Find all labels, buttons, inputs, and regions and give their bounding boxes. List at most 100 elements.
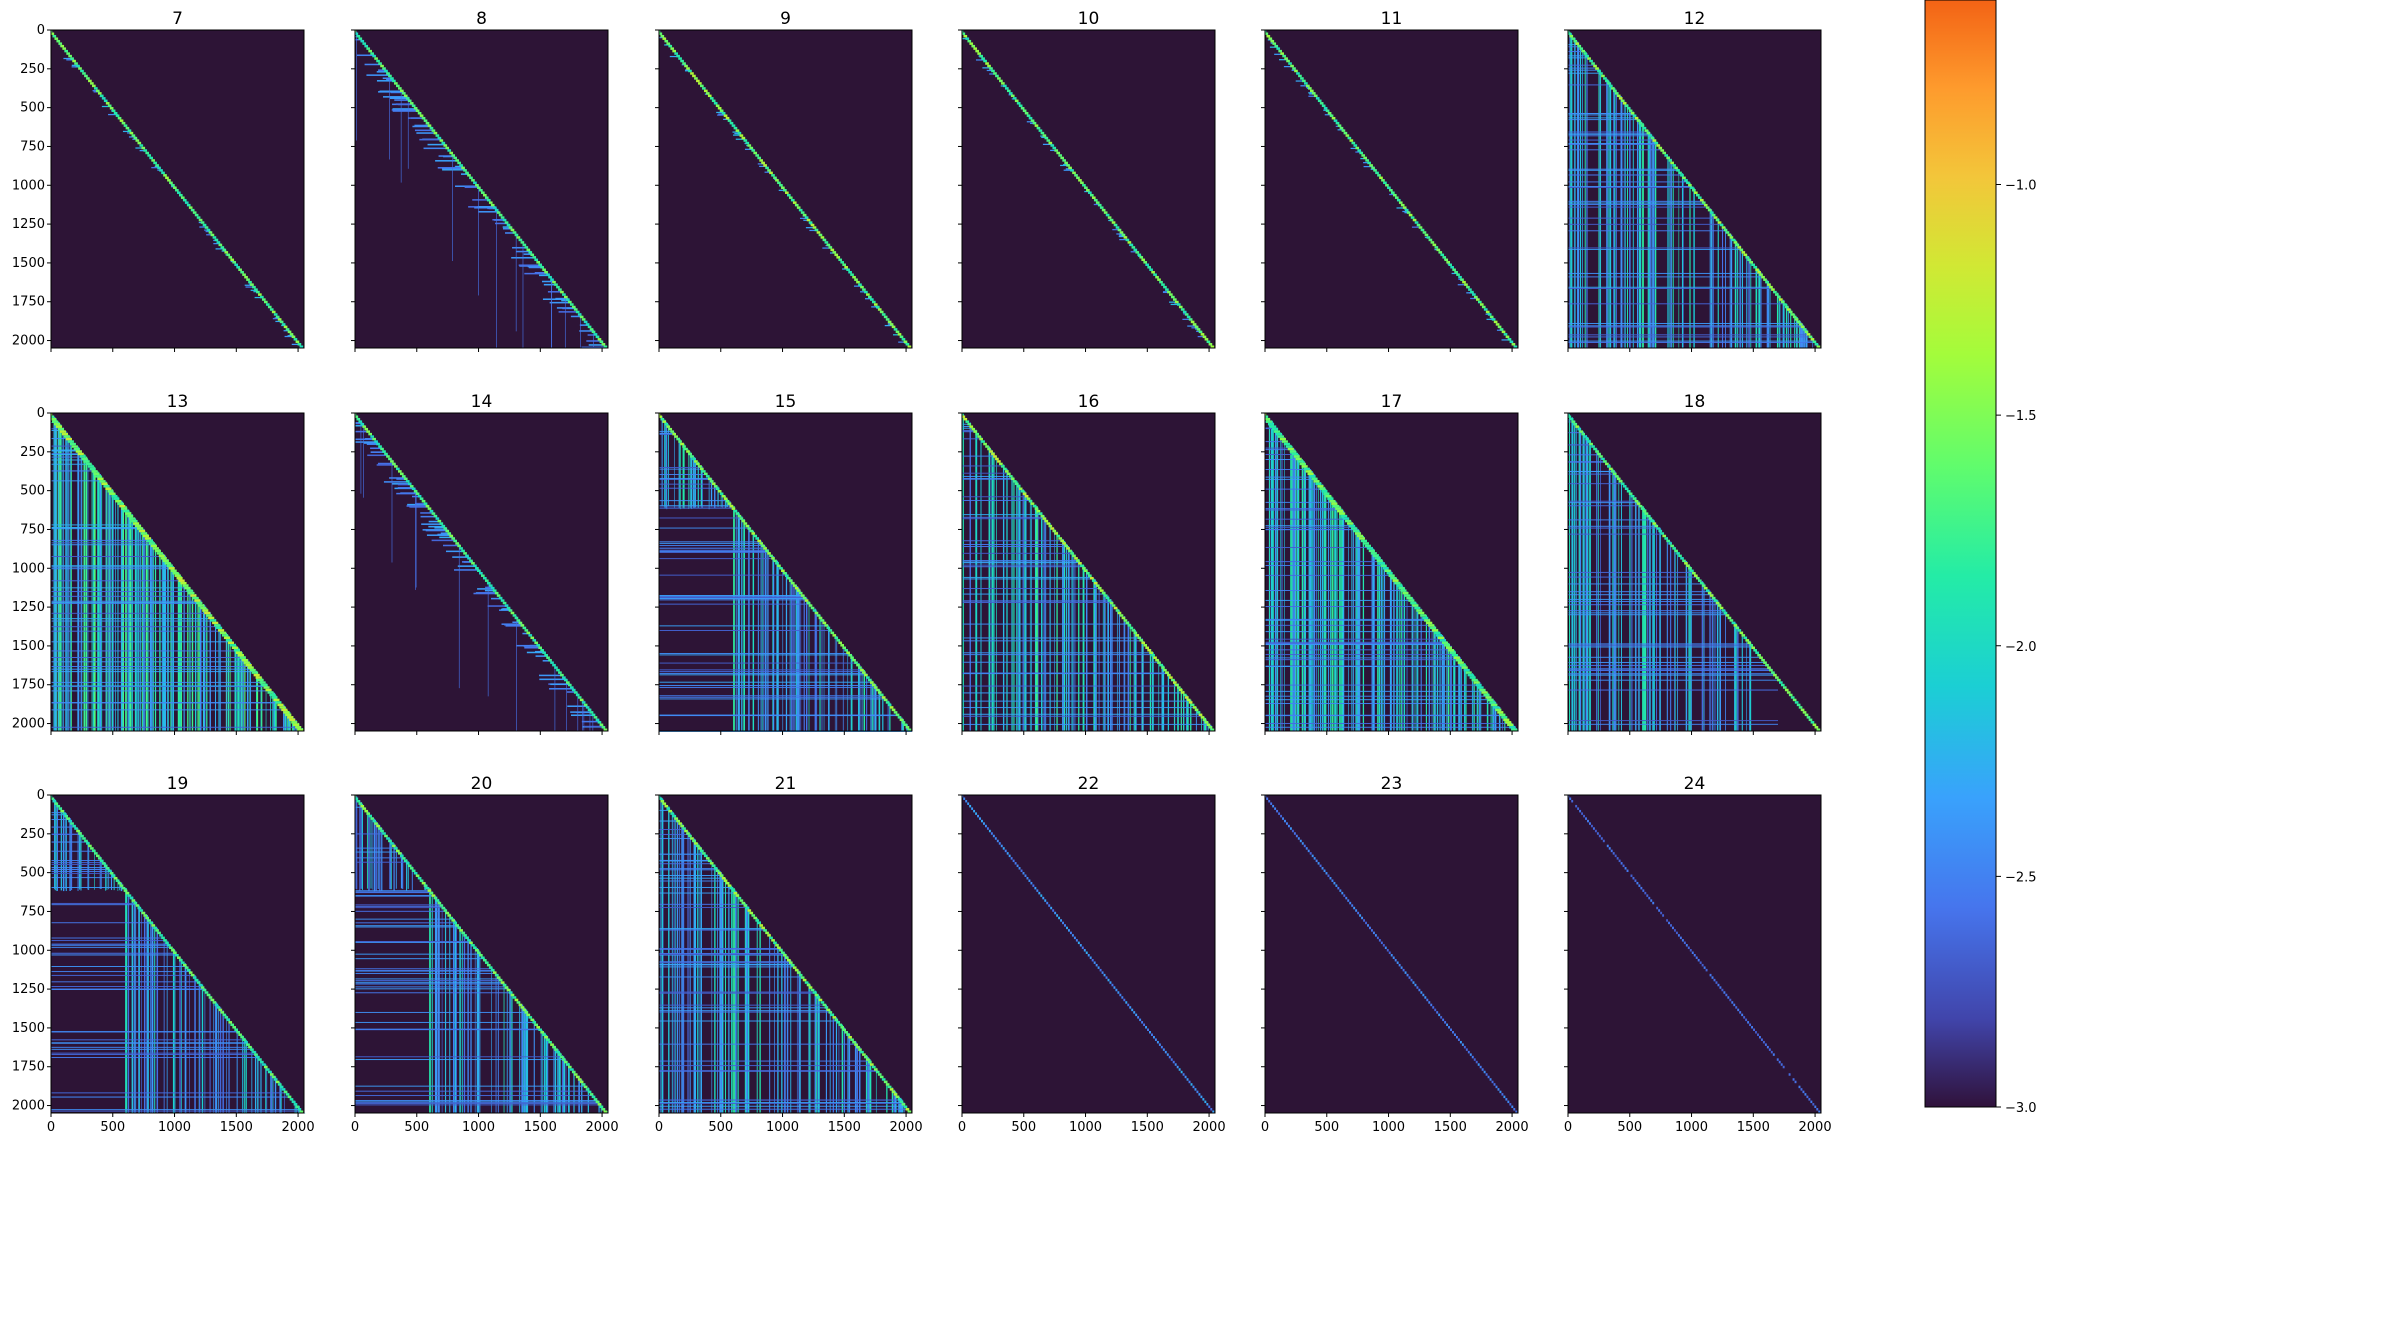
- heatmap-cell: [259, 681, 266, 684]
- heatmap-cell: [1650, 133, 1652, 348]
- heatmap-cell: [1182, 693, 1187, 697]
- heatmap-cell: [1123, 619, 1128, 622]
- heatmap-cell: [251, 1046, 253, 1113]
- heatmap-cell: [1265, 665, 1466, 667]
- heatmap-cell: [962, 438, 983, 440]
- heatmap-cell: [1030, 881, 1033, 885]
- heatmap-cell: [1769, 668, 1773, 672]
- heatmap-cell: [1734, 621, 1736, 731]
- heatmap-cell: [283, 330, 290, 332]
- heatmap-cell: [502, 226, 512, 228]
- heatmap-cell: [1298, 454, 1300, 731]
- heatmap-cell: [534, 1023, 539, 1027]
- heatmap-cell: [1094, 579, 1096, 731]
- heatmap-cell: [1412, 218, 1417, 222]
- heatmap-cell: [585, 1088, 590, 1091]
- heatmap-cell: [184, 201, 189, 204]
- heatmap-cell: [1428, 1001, 1431, 1004]
- heatmap-cell: [737, 893, 739, 1113]
- heatmap-cell: [544, 653, 548, 657]
- heatmap-cell: [51, 988, 205, 990]
- heatmap-cell: [682, 442, 684, 508]
- heatmap-cell: [893, 1093, 898, 1096]
- heatmap-cell: [659, 966, 796, 968]
- heatmap-cell: [101, 105, 112, 108]
- heatmap-cell: [851, 655, 853, 731]
- heatmap-cell: [568, 1063, 570, 1113]
- heatmap-cell: [1609, 465, 1611, 731]
- heatmap-cell: [1360, 539, 1367, 543]
- heatmap-cell: [1420, 614, 1427, 617]
- heatmap-cell: [786, 958, 791, 962]
- heatmap-cell: [684, 447, 688, 451]
- heatmap-cell: [1313, 473, 1315, 731]
- heatmap-cell: [659, 1020, 839, 1022]
- heatmap-cell: [1606, 77, 1607, 348]
- heatmap-cell: [1377, 174, 1381, 177]
- heatmap-cell: [1380, 941, 1383, 945]
- heatmap-cell: [198, 604, 205, 607]
- heatmap-cell: [1038, 512, 1043, 515]
- heatmap-cell: [165, 941, 169, 945]
- heatmap-cell: [579, 330, 594, 332]
- heatmap-cell: [991, 450, 993, 731]
- heatmap-cell: [1273, 430, 1281, 433]
- heatmap-cell: [87, 458, 89, 731]
- heatmap-cell: [793, 582, 795, 731]
- heatmap-cell: [232, 261, 237, 264]
- heatmap-cell: [1084, 569, 1088, 572]
- heatmap-cell: [164, 562, 171, 565]
- heatmap-cell: [1302, 79, 1306, 83]
- heatmap-cell: [823, 620, 825, 731]
- heatmap-cell: [1568, 461, 1607, 463]
- heatmap-cell: [51, 630, 225, 632]
- heatmap-cell: [1487, 698, 1494, 702]
- heatmap-cell: [1108, 597, 1109, 731]
- heatmap-cell: [431, 539, 456, 542]
- heatmap-cell: [659, 880, 728, 882]
- heatmap-cell: [993, 72, 997, 75]
- heatmap-cell: [1680, 557, 1684, 560]
- heatmap-cell: [846, 651, 850, 654]
- heatmap-cell: [469, 559, 473, 563]
- heatmap-cell: [76, 64, 80, 68]
- x-tick-label: 500: [1617, 1120, 1642, 1135]
- heatmap-cell: [248, 1045, 252, 1049]
- heatmap-cell: [188, 591, 195, 595]
- heatmap-cell: [1292, 447, 1294, 731]
- heatmap-cell: [391, 840, 392, 890]
- heatmap-cell: [962, 602, 1113, 604]
- heatmap-cell: [1620, 95, 1622, 349]
- heatmap-cell: [802, 213, 807, 217]
- heatmap-cell: [1180, 308, 1185, 311]
- heatmap-cell: [407, 864, 412, 868]
- heatmap-cell: [212, 621, 219, 625]
- heatmap-cell: [1119, 238, 1129, 241]
- heatmap-cell: [874, 684, 877, 731]
- heatmap-cell: [1568, 57, 1590, 59]
- heatmap-cell: [1334, 500, 1336, 731]
- heatmap-cell: [86, 842, 90, 845]
- heatmap-cell: [465, 936, 469, 940]
- heatmap-cell: [1806, 716, 1811, 719]
- heatmap-cell: [1618, 859, 1621, 863]
- heatmap-cell: [355, 986, 508, 988]
- heatmap-cell: [737, 511, 739, 731]
- heatmap-cell: [544, 270, 548, 274]
- heatmap-cell: [1697, 196, 1702, 199]
- heatmap-cell: [1311, 477, 1318, 481]
- heatmap-cell: [852, 275, 856, 279]
- heatmap-cell: [1265, 420, 1273, 423]
- y-tick-label: 0: [37, 788, 45, 803]
- heatmap-cell: [820, 1001, 825, 1004]
- heatmap-cell: [1165, 671, 1169, 674]
- heatmap-cell: [1499, 713, 1506, 717]
- heatmap-cell: [1008, 475, 1013, 478]
- heatmap-cell: [542, 1030, 543, 1113]
- heatmap-cell: [208, 231, 213, 234]
- heatmap-cell: [962, 514, 1043, 516]
- heatmap-cell: [59, 430, 67, 433]
- heatmap-cell: [1036, 506, 1038, 731]
- heatmap-cell: [263, 300, 268, 304]
- heatmap-cell: [696, 462, 700, 466]
